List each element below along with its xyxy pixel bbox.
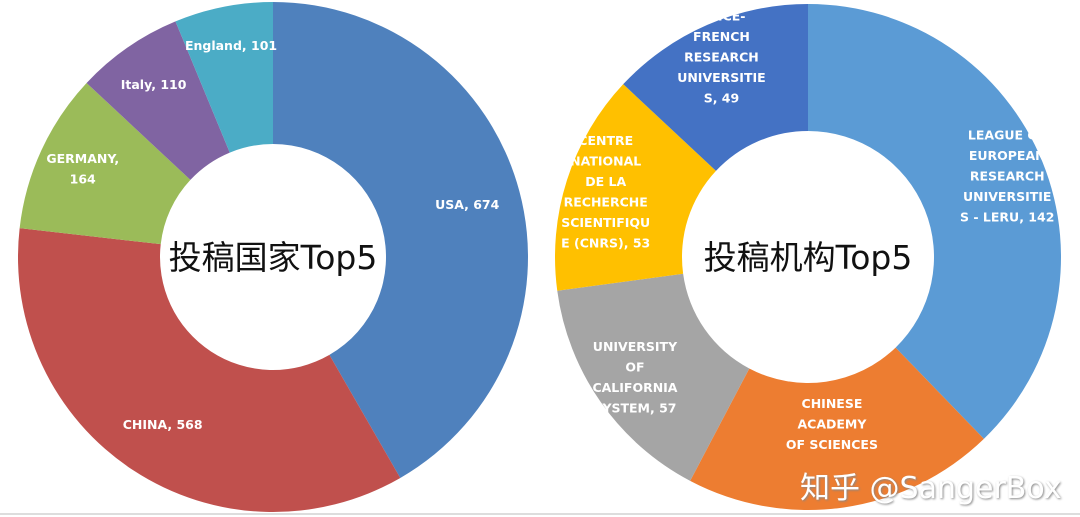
data-label: UDICE- FRENCH RESEARCH UNIVERSITIE S, 49 <box>677 9 765 106</box>
data-label-line: OF SCIENCES <box>786 437 878 452</box>
slice-university-of-california-system <box>557 273 750 481</box>
chart-title: 投稿国家Top5 <box>169 238 378 277</box>
donut-chart-1: USA, 674 CHINA, 568 GERMANY, 164 Italy, 110 E… <box>17 2 529 513</box>
slice-udice-french-research-universities <box>623 4 808 171</box>
data-label-line: GERMANY, <box>46 151 119 166</box>
watermark: 知乎 @SangerBox <box>800 471 1062 506</box>
data-label-line: Italy, 110 <box>121 77 187 92</box>
data-label: GERMANY, 164 <box>46 151 119 187</box>
data-label-line: SCIENTIFIQU <box>561 215 650 230</box>
data-label-line: S - LERU, 142 <box>960 209 1054 224</box>
data-label: LEAGUE OF EUROPEAN RESEARCH UNIVERSITIE S - … <box>960 127 1054 224</box>
data-label-line: UNIVERSITIE <box>677 70 765 85</box>
data-label-line: CALIFORNIA <box>592 380 677 395</box>
data-label-line: USA, 674 <box>435 197 500 212</box>
slice-chinese-academy-of-sciences <box>690 347 984 510</box>
data-label-line: DE LA <box>585 174 626 189</box>
slice-italy <box>86 21 230 180</box>
data-label-line: EUROPEAN <box>969 148 1046 163</box>
slice-league-of-european-research-universities-leru <box>808 4 1062 439</box>
slice-england <box>175 2 273 153</box>
data-label-line: UDICE- <box>697 9 745 24</box>
data-label-line: SYSTEM, 57 <box>593 401 676 416</box>
data-label: CENTRE NATIONAL DE LA RECHERCHE SCIENTIFIQU E… <box>561 133 650 251</box>
slice-usa <box>273 2 529 478</box>
data-label-line: 164 <box>70 171 96 186</box>
chart-title: 投稿机构Top5 <box>704 238 913 277</box>
data-label-line: CENTRE <box>578 133 633 148</box>
bottom-divider <box>0 513 1080 515</box>
data-label-line: UNIVERSITY <box>593 339 678 354</box>
data-label: Italy, 110 <box>121 77 187 92</box>
data-label-line: S, 49 <box>704 91 740 106</box>
slice-china <box>17 228 401 513</box>
slice-centre-national-de-la-recherche-scientifique-cnrs- <box>555 84 716 291</box>
data-label-line: England, 101 <box>185 38 277 53</box>
data-label-line: FRENCH <box>693 29 750 44</box>
data-label-line: RESEARCH <box>684 50 759 65</box>
data-label: CHINESE ACADEMY OF SCIENCES <box>786 396 878 452</box>
data-label-line: LEAGUE OF <box>968 127 1047 142</box>
data-label: CHINA, 568 <box>123 417 203 432</box>
data-label: USA, 674 <box>435 197 500 212</box>
data-label-line: OF <box>625 360 644 375</box>
donut-chart-2: LEAGUE OF EUROPEAN RESEARCH UNIVERSITIE S - … <box>555 4 1062 510</box>
data-label-line: UNIVERSITIE <box>963 189 1051 204</box>
data-label-line: CHINA, 568 <box>123 417 203 432</box>
data-label: England, 101 <box>185 38 277 53</box>
data-label-line: RECHERCHE <box>564 195 648 210</box>
data-label-line: ACADEMY <box>797 416 867 431</box>
data-label: UNIVERSITY OF CALIFORNIA SYSTEM, 57 <box>592 339 678 416</box>
data-label-line: E (CNRS), 53 <box>561 236 650 251</box>
data-label-line: RESEARCH <box>970 168 1045 183</box>
data-label-line: CHINESE <box>802 396 863 411</box>
slice-germany <box>19 83 191 245</box>
data-label-line: NATIONAL <box>570 154 641 169</box>
